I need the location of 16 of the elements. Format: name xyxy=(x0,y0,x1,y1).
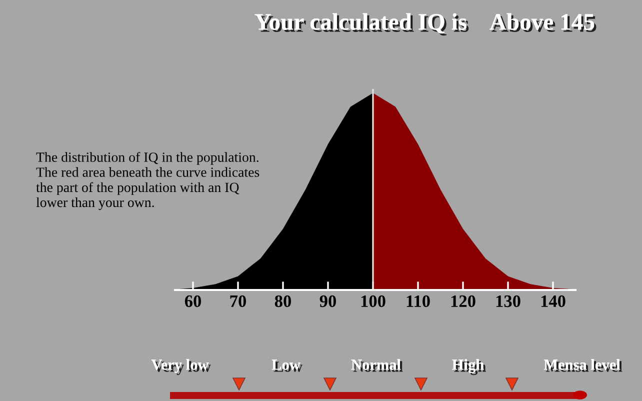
x-tick-label: 60 xyxy=(184,295,202,308)
x-tick-label: 70 xyxy=(230,295,246,308)
text: High xyxy=(452,359,486,376)
text: Mensa level xyxy=(544,359,622,372)
annotation: The distribution of IQ in the population. The red area beneath the curve indicates the part of the population with an IQ lower than your own. xyxy=(36,152,260,210)
x-tick-label: 130 xyxy=(496,295,520,308)
text: Low xyxy=(272,360,302,372)
x-tick-label: 80 xyxy=(274,295,292,308)
x-tick-label: 120 xyxy=(451,295,476,308)
text: Very low xyxy=(151,359,211,376)
x-tick-label: 100 xyxy=(361,295,386,308)
x-tick-label: 140 xyxy=(541,295,566,308)
x-tick-label: 110 xyxy=(406,295,430,308)
text: Normal xyxy=(351,359,403,372)
x-tick-label: 90 xyxy=(320,295,336,308)
chart-title: Your calculated IQ is Above 145 xyxy=(254,13,596,36)
